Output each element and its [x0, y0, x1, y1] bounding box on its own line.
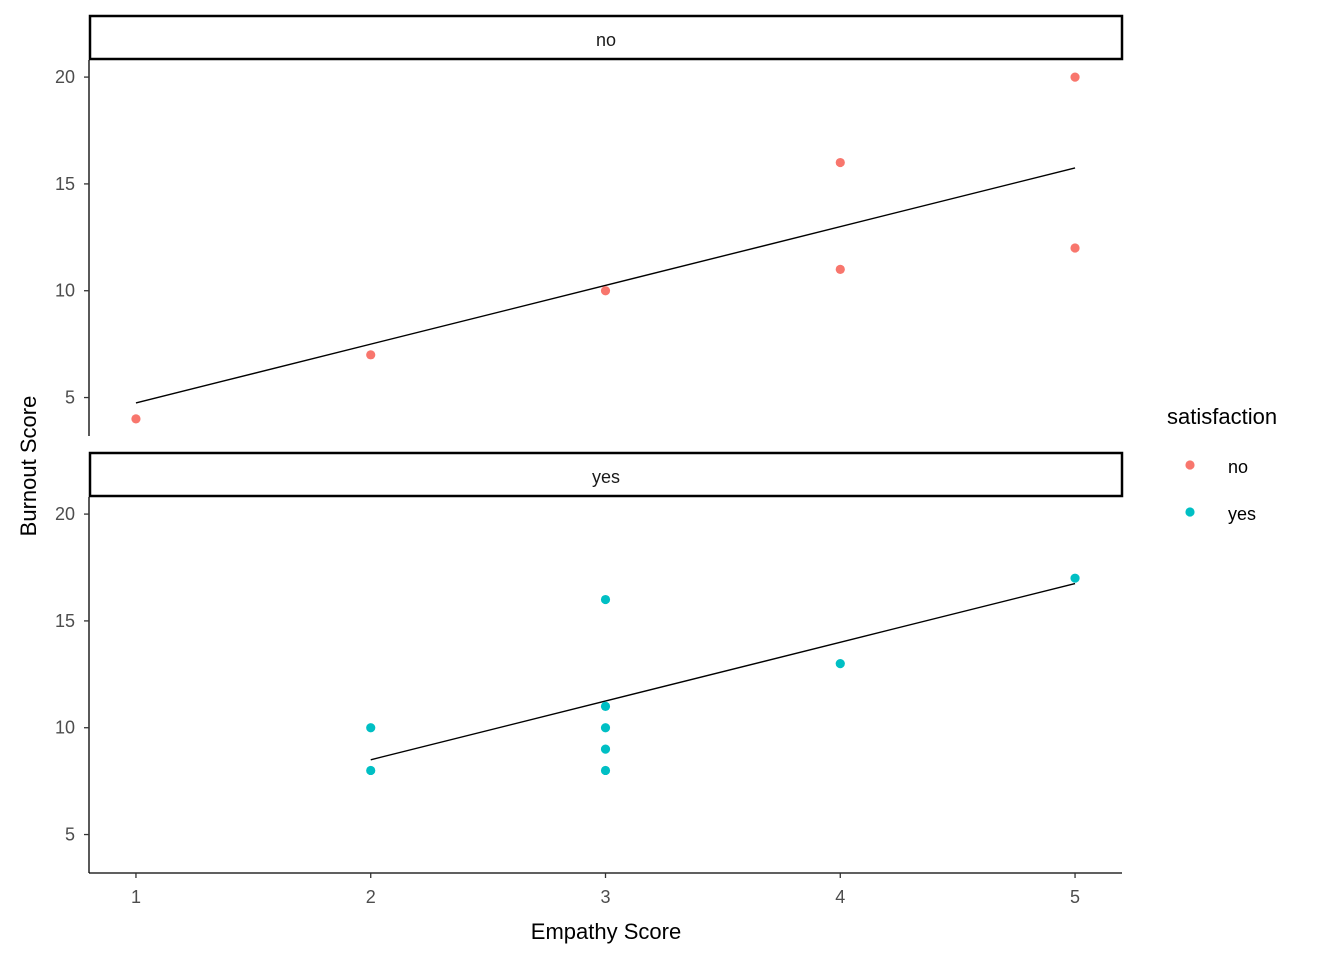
y-tick-label-yes-10: 10 — [55, 718, 75, 738]
y-axis-title: Burnout Score — [16, 396, 41, 537]
point-no-5 — [1070, 72, 1080, 82]
fit-line-yes — [370, 582, 1076, 761]
point-yes-1 — [366, 765, 376, 776]
legend-title: satisfaction — [1167, 404, 1277, 429]
strip-label-no: no — [596, 30, 616, 50]
y-ticks-no: 5 10 15 20 — [55, 67, 89, 408]
x-tick-label-5: 5 — [1070, 887, 1080, 907]
point-yes-8 — [1070, 573, 1080, 583]
point-no-4 — [835, 264, 845, 274]
legend: satisfaction no yes — [1167, 404, 1277, 524]
point-yes-7 — [835, 659, 845, 669]
y-ticks-yes: 5 10 15 20 — [55, 504, 89, 845]
strip-box-no — [88, 14, 1124, 61]
legend-key-yes — [1185, 507, 1195, 517]
y-tick-label-no-15: 15 — [55, 174, 75, 194]
y-tick-label-yes-15: 15 — [55, 611, 75, 631]
point-yes-3 — [600, 701, 611, 711]
point-no-2 — [600, 286, 611, 296]
x-tick-label-2: 2 — [366, 887, 376, 907]
strip-label-yes: yes — [592, 467, 620, 487]
fit-lines-no — [135, 167, 1076, 404]
x-axis-title: Empathy Score — [531, 919, 681, 944]
point-yes-6 — [600, 765, 611, 776]
legend-label-no: no — [1228, 457, 1248, 477]
legend-label-yes: yes — [1228, 504, 1256, 524]
panel-no: no 5 10 15 20 — [55, 14, 1124, 436]
legend-key-no — [1185, 460, 1195, 470]
fit-line-no — [135, 167, 1076, 404]
strip-box-yes — [88, 451, 1124, 498]
points-no — [131, 72, 1080, 424]
x-ticks: 1 2 3 4 5 — [131, 873, 1080, 907]
panel-yes: yes 5 10 15 20 1 2 3 4 5 — [55, 451, 1124, 907]
point-no-6 — [1070, 243, 1080, 253]
point-no-3 — [835, 157, 845, 168]
y-tick-label-no-20: 20 — [55, 67, 75, 87]
y-tick-label-yes-5: 5 — [65, 825, 75, 845]
y-tick-label-yes-20: 20 — [55, 504, 75, 524]
x-tick-label-4: 4 — [835, 887, 845, 907]
y-tick-label-no-5: 5 — [65, 388, 75, 408]
y-tick-label-no-10: 10 — [55, 281, 75, 301]
point-yes-4 — [600, 723, 611, 733]
point-yes-2 — [600, 594, 611, 605]
fit-lines-yes — [370, 582, 1076, 761]
point-yes-0 — [366, 723, 376, 733]
point-yes-5 — [600, 744, 611, 754]
points-yes — [366, 573, 1080, 776]
x-tick-label-1: 1 — [131, 887, 141, 907]
point-no-1 — [366, 350, 376, 360]
point-no-0 — [131, 414, 141, 424]
x-tick-label-3: 3 — [600, 887, 610, 907]
